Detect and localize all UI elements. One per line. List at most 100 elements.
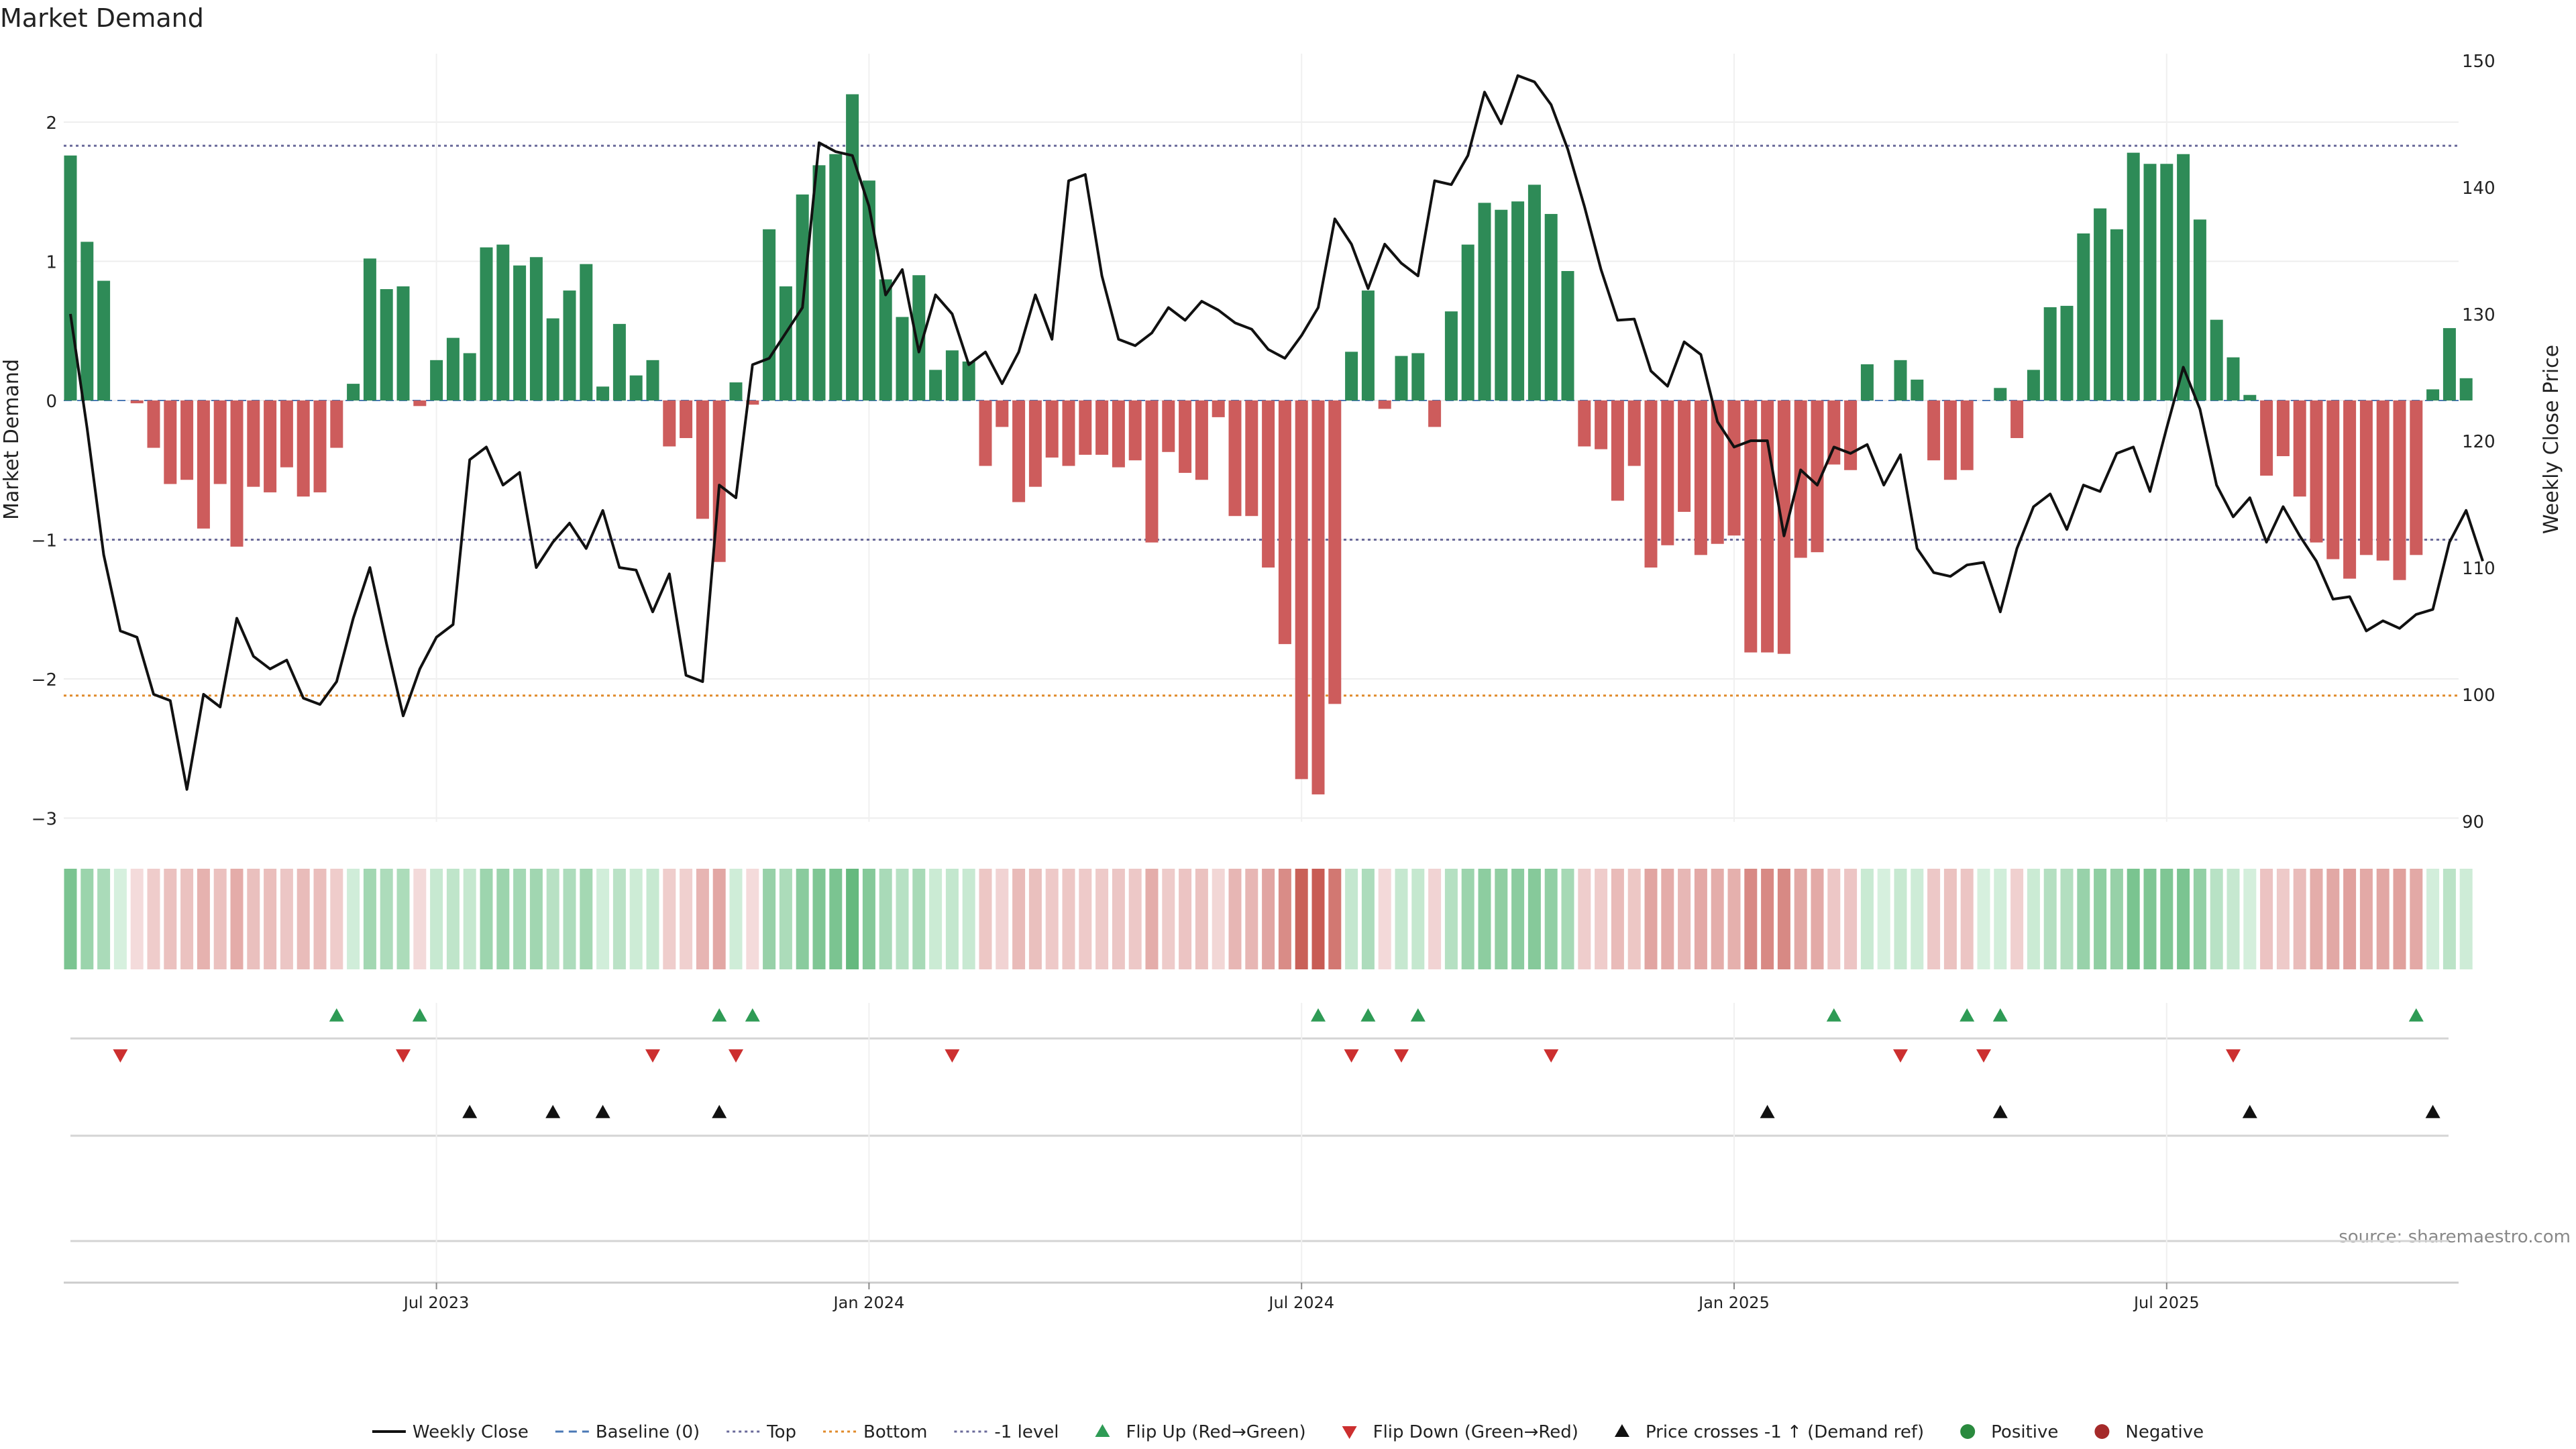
demand-bar — [596, 386, 610, 400]
price-cross-marker — [462, 1105, 478, 1118]
strip-cell — [1811, 869, 1824, 969]
demand-bar — [197, 400, 210, 529]
legend-label: Bottom — [863, 1422, 927, 1442]
demand-bar — [1179, 400, 1192, 473]
strip-cell — [712, 869, 726, 969]
demand-heat-strip — [64, 869, 2473, 969]
flip-up-marker — [712, 1008, 727, 1022]
demand-bar — [696, 400, 709, 519]
strip-cell — [2177, 869, 2190, 969]
demand-bar — [1511, 201, 1525, 400]
demand-bar — [1278, 400, 1291, 645]
demand-bar — [1444, 311, 1458, 400]
strip-cell — [1495, 869, 1508, 969]
strip-cell — [2077, 869, 2090, 969]
y-axis-label-left: Market Demand — [0, 359, 23, 520]
demand-bar — [812, 165, 826, 400]
strip-cell — [1794, 869, 1807, 969]
demand-bar — [929, 370, 943, 400]
strip-cell — [2260, 869, 2273, 969]
flip-up-marker — [1992, 1008, 2008, 1022]
flip-down-marker — [1344, 1049, 1359, 1063]
strip-cell — [612, 869, 626, 969]
y-tick-left: −3 — [32, 810, 57, 830]
demand-bar — [64, 155, 77, 401]
strip-cell — [1894, 869, 1907, 969]
strip-cell — [330, 869, 343, 969]
strip-cell — [1611, 869, 1624, 969]
demand-bar — [180, 400, 194, 480]
demand-bar — [1960, 400, 1974, 470]
demand-bar — [1395, 356, 1408, 400]
demand-bar — [2376, 400, 2390, 561]
demand-bar — [829, 154, 843, 400]
demand-bar — [779, 286, 792, 400]
demand-bar — [1744, 400, 1758, 653]
demand-bar — [1045, 400, 1059, 458]
strip-cell — [1727, 869, 1741, 969]
strip-cell — [912, 869, 926, 969]
demand-bar — [580, 264, 593, 400]
demand-bar — [2359, 400, 2373, 555]
strip-cell — [230, 869, 244, 969]
flip-down-marker — [729, 1049, 743, 1063]
strip-cell — [446, 869, 460, 969]
strip-cell — [1478, 869, 1491, 969]
strip-cell — [763, 869, 776, 969]
strip-cell — [729, 869, 743, 969]
demand-bar — [496, 244, 510, 400]
strip-cell — [979, 869, 992, 969]
demand-bar — [2160, 164, 2174, 400]
demand-bar — [1411, 353, 1425, 400]
price-cross-marker — [595, 1105, 610, 1118]
strip-cell — [629, 869, 643, 969]
strip-cell — [264, 869, 277, 969]
demand-bar — [1761, 400, 1774, 653]
strip-cell — [2094, 869, 2107, 969]
strip-cell — [680, 869, 693, 969]
strip-cell — [945, 869, 959, 969]
strip-cell — [2343, 869, 2357, 969]
strip-cell — [180, 869, 194, 969]
strip-cell — [1461, 869, 1474, 969]
demand-bar — [1911, 379, 1924, 400]
strip-cell — [2410, 869, 2423, 969]
strip-cell — [896, 869, 909, 969]
demand-bar — [663, 400, 676, 447]
legend-label: Baseline (0) — [596, 1422, 700, 1442]
demand-bar — [746, 400, 759, 405]
strip-cell — [846, 869, 859, 969]
strip-cell — [2210, 869, 2223, 969]
demand-bar — [1694, 400, 1707, 555]
demand-bar — [879, 279, 892, 400]
strip-cell — [796, 869, 809, 969]
demand-bar — [347, 384, 360, 400]
demand-bar — [413, 400, 427, 407]
strip-cell — [97, 869, 111, 969]
strip-cell — [1145, 869, 1159, 969]
strip-cell — [1179, 869, 1192, 969]
y-tick-right: 120 — [2462, 432, 2496, 452]
demand-bar — [1994, 388, 2007, 400]
x-tick-label: Jan 2025 — [1697, 1293, 1770, 1312]
y-tick-left: −2 — [32, 670, 57, 690]
strip-cell — [247, 869, 260, 969]
demand-bar — [164, 400, 177, 484]
y-tick-right: 130 — [2462, 305, 2496, 325]
strip-cell — [529, 869, 543, 969]
legend-item: Price crosses -1 ↑ (Demand ref) — [1614, 1422, 1924, 1442]
demand-bar — [546, 318, 559, 400]
source-note: source: sharemaestro.com — [2339, 1227, 2571, 1247]
axes: 2 1 0 −1 −2 −3 150 140 130 120 110 100 90 Jul 2023 Jan… — [32, 52, 2496, 1312]
strip-cell — [1744, 869, 1758, 969]
flip-down-marker — [1394, 1049, 1409, 1063]
demand-bar — [1661, 400, 1674, 545]
strip-cell — [1112, 869, 1125, 969]
demand-bar — [1095, 400, 1109, 455]
strip-cell — [413, 869, 427, 969]
demand-bar — [297, 400, 310, 497]
strip-cell — [1295, 869, 1308, 969]
legend-tri-down-swatch — [1342, 1426, 1357, 1439]
